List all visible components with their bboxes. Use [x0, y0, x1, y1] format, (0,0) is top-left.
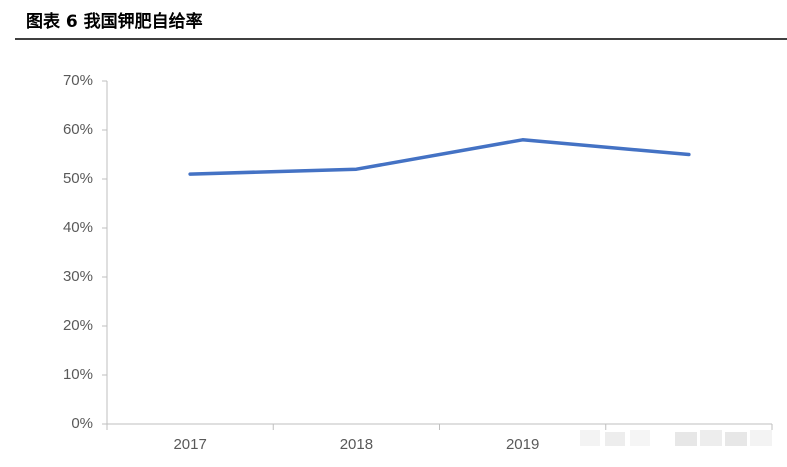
y-tick-label: 70%: [63, 72, 93, 89]
y-tick-label: 30%: [63, 268, 93, 285]
y-tick-label: 50%: [63, 170, 93, 187]
x-tick-label: 2019: [506, 436, 539, 453]
y-tick-label: 40%: [63, 219, 93, 236]
y-tick-label: 20%: [63, 317, 93, 334]
y-tick-label: 10%: [63, 366, 93, 383]
y-tick-label: 60%: [63, 121, 93, 138]
blurred-watermark: [580, 430, 772, 446]
data-line: [188, 138, 691, 176]
x-tick-label: 2017: [173, 436, 206, 453]
chart-title: 图表 6 我国钾肥自给率: [26, 11, 203, 32]
y-tick-label: 0%: [71, 415, 93, 432]
x-tick-label: 2018: [340, 436, 373, 453]
